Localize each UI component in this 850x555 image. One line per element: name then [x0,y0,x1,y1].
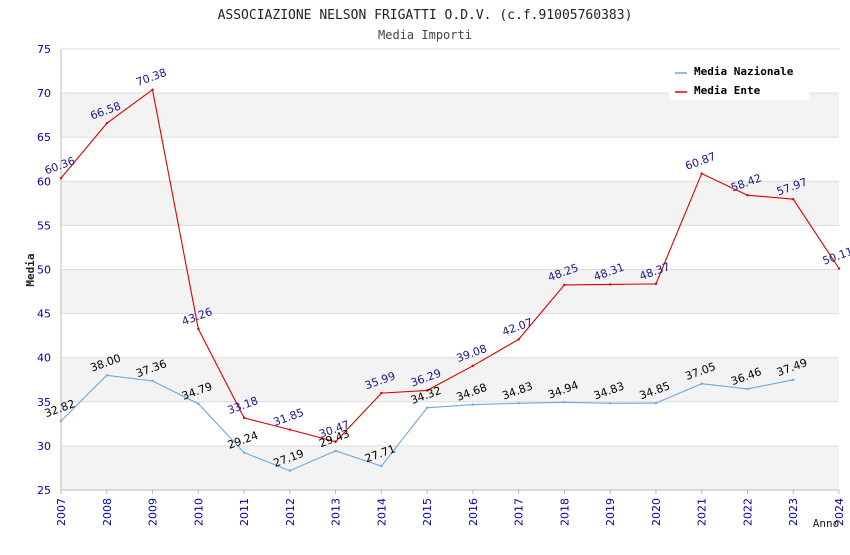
data-point-media-nazionale [425,406,429,409]
x-tick-label: 2022 [741,498,754,526]
data-point-media-nazionale [334,449,337,453]
x-tick-label: 2014 [375,498,388,526]
data-point-media-nazionale [654,401,658,405]
x-tick-label: 2016 [467,498,480,526]
grid-band [61,181,839,226]
x-tick-label: 2007 [55,498,68,526]
data-point-media-ente [792,198,795,201]
series-line-media-ente [60,88,840,443]
x-tick-label: 2009 [147,498,160,526]
data-point-media-nazionale [151,379,154,383]
data-point-media-ente [197,327,200,331]
y-tick-label: 55 [37,219,51,232]
grid-band [61,445,839,490]
x-tick-label: 2010 [192,498,205,526]
y-tick-label: 30 [37,440,51,453]
y-tick-label: 60 [37,175,51,188]
data-point-media-ente [471,364,475,368]
legend-label-media-nazionale: Media Nazionale [694,65,794,78]
data-point-media-nazionale [746,387,749,391]
y-tick-label: 75 [37,43,51,56]
chart-subtitle: Media Importi [378,28,472,42]
data-point-media-ente [700,172,703,175]
data-point-media-ente [151,88,154,91]
data-point-media-ente [380,391,383,395]
data-point-media-ente [608,283,612,286]
series-layer [59,88,841,472]
y-axis-label: Media [24,253,37,286]
y-tick-label: 35 [37,396,51,409]
legend-box [669,60,809,100]
data-point-media-ente [242,416,246,420]
x-tick-label: 2013 [330,498,343,526]
y-tick-label: 45 [37,308,51,321]
y-tick-label: 40 [37,352,51,365]
data-point-media-nazionale [792,378,795,382]
data-point-media-ente [517,338,520,341]
x-axis-label: Anno [813,517,840,530]
x-tick-label: 2021 [696,498,709,526]
data-point-media-nazionale [242,451,246,454]
grid-band [61,137,839,182]
grid-band [61,401,839,446]
data-point-media-nazionale [59,419,63,423]
y-tick-label: 50 [37,264,51,277]
data-point-media-ente [59,176,63,180]
data-point-media-ente [563,283,566,287]
x-tick-label: 2024 [833,498,846,526]
grid-band [61,313,839,358]
data-point-media-nazionale [517,402,520,405]
grid-band [61,357,839,402]
grid-band [61,269,839,314]
data-point-media-ente [334,440,337,443]
x-tick-label: 2019 [604,498,617,526]
data-point-media-nazionale [288,469,292,472]
grid-band [61,93,839,138]
x-tick-label: 2012 [284,498,297,526]
data-point-media-ente [837,267,841,270]
data-point-media-ente [746,194,749,197]
legend: Media Nazionale Media Ente [669,60,809,100]
x-tick-label: 2017 [513,498,526,526]
x-tick-label: 2020 [650,498,663,526]
data-point-media-nazionale [105,374,108,377]
y-tick-label: 70 [37,87,51,100]
y-tick-label: 25 [37,484,51,497]
data-point-media-nazionale [608,402,612,405]
legend-label-media-ente: Media Ente [694,84,761,97]
grid-band [61,225,839,270]
data-point-media-ente [105,122,108,125]
data-point-media-nazionale [700,382,703,385]
y-tick-label: 65 [37,131,51,144]
x-tick-label: 2011 [238,498,251,526]
data-point-media-nazionale [563,401,566,404]
chart-title: ASSOCIAZIONE NELSON FRIGATTI O.D.V. (c.f… [218,8,633,23]
x-tick-label: 2018 [558,498,571,526]
data-point-media-nazionale [197,402,200,405]
axes: 25 30 35 40 45 50 55 60 65 70 75 2007 2008 2009 2010 20… [37,43,846,526]
data-point-media-nazionale [471,403,475,406]
data-point-media-nazionale [380,464,383,468]
data-point-media-ente [425,389,429,392]
data-point-media-ente [654,282,658,286]
x-tick-label: 2008 [101,498,114,526]
x-tick-label: 2023 [787,498,800,526]
data-point-media-ente [288,428,292,431]
x-tick-label: 2015 [421,498,434,526]
